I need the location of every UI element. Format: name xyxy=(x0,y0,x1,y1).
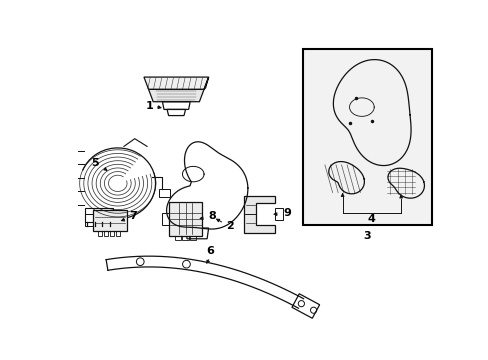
Bar xyxy=(159,189,170,197)
Bar xyxy=(190,236,196,240)
Polygon shape xyxy=(244,195,274,233)
Polygon shape xyxy=(143,77,208,89)
Bar xyxy=(182,236,188,240)
Text: 3: 3 xyxy=(363,231,370,241)
Bar xyxy=(85,208,113,222)
Bar xyxy=(168,202,202,236)
Text: 6: 6 xyxy=(206,246,214,256)
Text: 5: 5 xyxy=(91,158,98,167)
Text: 9: 9 xyxy=(283,208,290,217)
Text: 2: 2 xyxy=(226,221,234,231)
Polygon shape xyxy=(203,77,208,89)
Text: 4: 4 xyxy=(367,214,375,224)
Bar xyxy=(110,231,114,237)
Bar xyxy=(98,231,102,237)
Bar xyxy=(93,210,127,231)
Bar xyxy=(85,214,93,226)
Bar xyxy=(104,231,107,237)
Text: 7: 7 xyxy=(129,211,137,221)
Bar xyxy=(162,213,168,225)
Polygon shape xyxy=(148,89,203,102)
Bar xyxy=(174,236,181,240)
Bar xyxy=(116,231,120,237)
Text: 1: 1 xyxy=(145,101,153,111)
Bar xyxy=(274,208,282,220)
Bar xyxy=(302,49,431,225)
Text: 8: 8 xyxy=(208,211,216,221)
